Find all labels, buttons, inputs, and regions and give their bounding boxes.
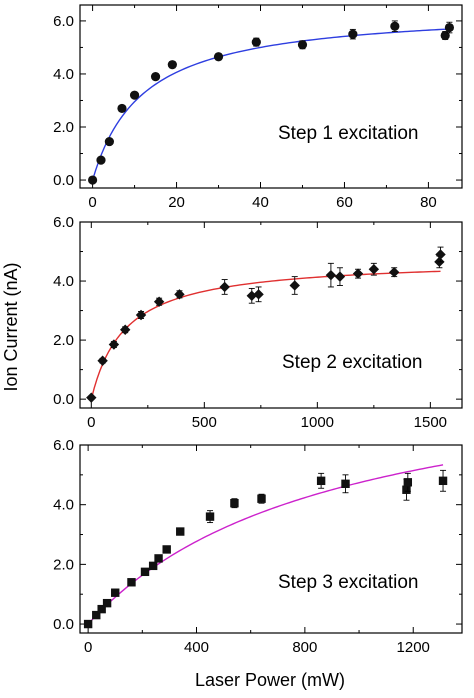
plot-frame — [79, 444, 463, 634]
data-point — [205, 512, 215, 521]
data-point — [297, 40, 308, 50]
panel-annotation: Step 3 excitation — [278, 572, 418, 593]
x-tick-label: 400 — [184, 639, 209, 656]
y-axis-title: Ion Current (nA) — [1, 262, 21, 391]
x-tick-label: 500 — [192, 414, 217, 431]
data-point — [120, 324, 131, 335]
y-tick-label: 4.0 — [53, 273, 74, 290]
data-point — [97, 604, 106, 614]
data-point — [111, 588, 120, 597]
data-point — [352, 268, 364, 279]
data-point — [213, 52, 224, 62]
y-tick-label: 6.0 — [53, 214, 74, 231]
data-point — [97, 355, 108, 366]
data-point — [83, 619, 93, 629]
data-point — [92, 610, 101, 620]
data-point — [341, 479, 350, 488]
data-point — [435, 249, 446, 260]
x-tick-label: 60 — [336, 194, 353, 211]
data-point — [135, 309, 147, 321]
data-point — [388, 266, 400, 278]
data-point — [117, 103, 127, 114]
data-point — [402, 485, 411, 494]
data-point — [167, 60, 177, 70]
data-point — [251, 37, 261, 47]
data-point — [162, 545, 171, 554]
data-point — [104, 136, 114, 147]
data-point — [108, 339, 120, 350]
panel-annotation: Step 2 excitation — [282, 352, 422, 373]
data-point — [153, 296, 165, 307]
fit-curve — [87, 464, 444, 625]
x-tick-label: 1000 — [301, 414, 334, 431]
data-point — [174, 289, 185, 300]
panel-2: 0 500 1000 1500 0.0 2.0 4.0 6.0 Step 2 excitatio… — [53, 214, 463, 431]
data-point — [140, 567, 150, 577]
y-tick-label: 0.0 — [53, 172, 74, 189]
data-point — [257, 494, 266, 503]
data-point — [154, 554, 163, 563]
x-tick-label: 800 — [292, 639, 317, 656]
panel-3: 0 400 800 1200 0.0 2.0 4.0 6.0 Step 3 excitation — [53, 437, 463, 656]
panel-1: 0 20 40 60 80 0.0 2.0 4.0 6.0 Step 1 excitation — [53, 4, 463, 211]
y-tick-label: 6.0 — [53, 437, 74, 454]
data-point — [348, 29, 358, 39]
data-point — [390, 21, 400, 31]
x-tick-label: 80 — [420, 194, 437, 211]
data-point — [253, 289, 264, 300]
y-tick-label: 6.0 — [53, 13, 74, 30]
data-point — [87, 175, 98, 185]
data-point — [368, 264, 380, 275]
plot-frame — [79, 221, 463, 409]
x-tick-label: 40 — [252, 194, 269, 211]
data-point — [316, 476, 326, 486]
data-point — [230, 498, 239, 508]
data-point — [129, 90, 140, 100]
y-tick-label: 0.0 — [53, 616, 74, 633]
data-point — [403, 478, 413, 487]
x-tick-label: 1500 — [414, 414, 447, 431]
data-point — [127, 578, 136, 587]
panel-annotation: Step 1 excitation — [278, 123, 418, 144]
data-point — [102, 598, 112, 608]
x-tick-label: 0 — [87, 414, 95, 431]
y-tick-label: 2.0 — [53, 556, 74, 573]
y-tick-label: 0.0 — [53, 391, 74, 408]
x-axis-title: Laser Power (mW) — [195, 670, 345, 690]
data-point — [440, 30, 450, 41]
data-point — [86, 392, 97, 403]
plot-frame — [79, 4, 463, 189]
data-point — [289, 280, 300, 291]
y-tick-label: 4.0 — [53, 66, 74, 83]
x-tick-label: 20 — [168, 194, 185, 211]
data-point — [438, 476, 448, 486]
data-point — [246, 290, 257, 302]
fit-curve — [90, 270, 441, 400]
x-tick-label: 1200 — [397, 639, 430, 656]
fit-curve — [91, 28, 450, 181]
data-point — [444, 22, 455, 33]
y-tick-label: 4.0 — [53, 497, 74, 514]
data-point — [176, 527, 185, 536]
data-point — [148, 561, 158, 571]
data-point — [96, 155, 106, 165]
y-tick-label: 2.0 — [53, 119, 74, 136]
y-tick-label: 2.0 — [53, 332, 74, 349]
data-point — [325, 269, 337, 281]
data-point — [150, 72, 161, 82]
x-tick-label: 0 — [88, 194, 96, 211]
data-point — [219, 281, 230, 293]
data-point — [334, 271, 346, 282]
x-tick-label: 0 — [84, 639, 92, 656]
